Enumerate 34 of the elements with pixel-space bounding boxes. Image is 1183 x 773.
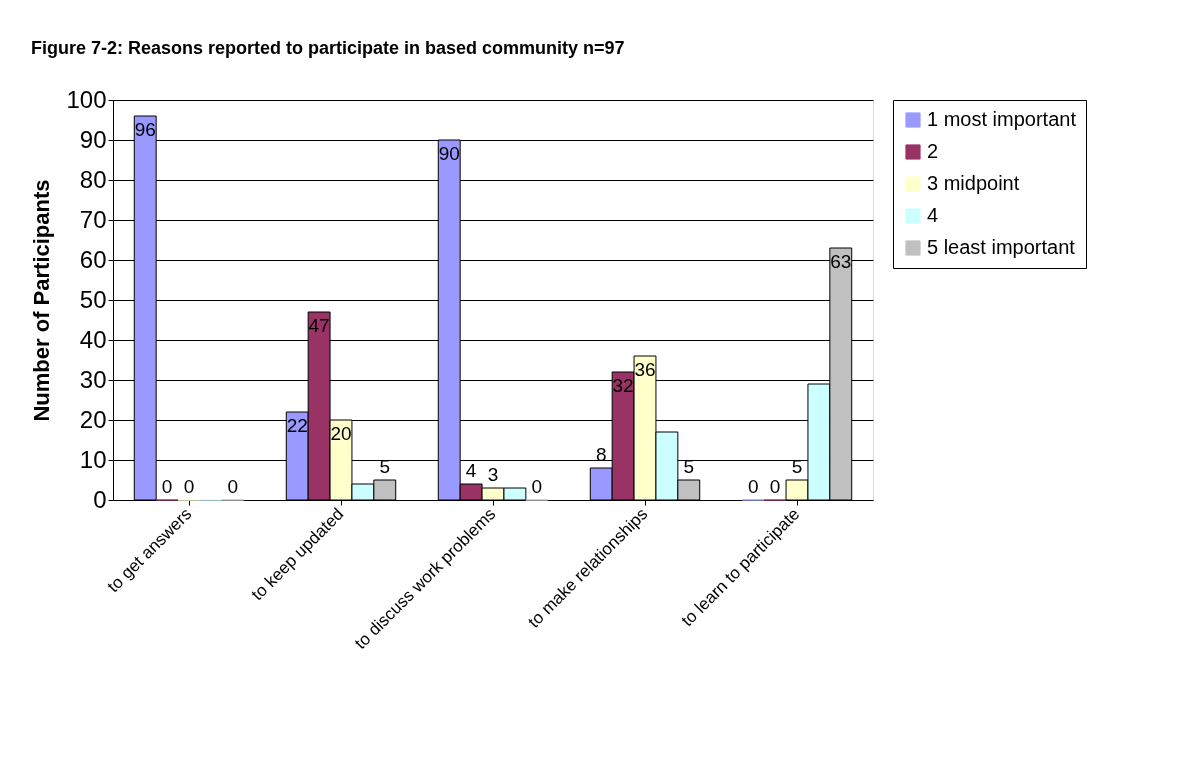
legend-label: 1 most important xyxy=(927,108,1077,130)
legend-label: 3 midpoint xyxy=(927,172,1020,194)
data-label: 32 xyxy=(612,375,634,396)
data-label: 0 xyxy=(531,476,543,497)
y-tick-label: 50 xyxy=(79,285,107,313)
y-axis-title: Number of Participants xyxy=(29,179,55,422)
data-label: 36 xyxy=(634,359,656,380)
data-label: 0 xyxy=(769,476,781,497)
data-label: 0 xyxy=(747,476,759,497)
legend-label: 5 least important xyxy=(927,236,1076,258)
y-tick-label: 20 xyxy=(79,405,107,433)
y-tick-label: 70 xyxy=(79,205,107,233)
y-tick-label: 80 xyxy=(79,165,107,193)
data-label: 96 xyxy=(134,119,156,140)
y-tick-label: 0 xyxy=(93,485,107,513)
data-label: 0 xyxy=(227,476,239,497)
data-label: 22 xyxy=(286,415,308,436)
data-label: 0 xyxy=(183,476,195,497)
legend-label: 4 xyxy=(927,204,939,226)
data-label: 63 xyxy=(830,251,852,272)
y-tick-label: 100 xyxy=(66,85,107,113)
y-tick-label: 60 xyxy=(79,245,107,273)
data-label: 47 xyxy=(308,315,330,336)
data-label: 4 xyxy=(465,460,477,481)
data-label: 3 xyxy=(487,464,499,485)
y-tick-label: 30 xyxy=(79,365,107,393)
legend-label: 2 xyxy=(927,140,939,162)
data-label: 20 xyxy=(330,423,352,444)
chart-title: Figure 7-2: Reasons reported to participate in based community n=97 xyxy=(30,38,625,58)
y-tick-label: 90 xyxy=(79,125,107,153)
data-label: 0 xyxy=(161,476,173,497)
data-label: 90 xyxy=(438,143,460,164)
y-tick-label: 10 xyxy=(79,445,107,473)
y-tick-label: 40 xyxy=(79,325,107,353)
